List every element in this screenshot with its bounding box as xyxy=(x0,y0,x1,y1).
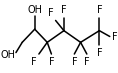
Text: F: F xyxy=(84,57,90,67)
Text: F: F xyxy=(31,57,37,67)
Text: F: F xyxy=(49,57,54,67)
Text: F: F xyxy=(112,32,118,41)
Text: F: F xyxy=(61,5,67,15)
Text: F: F xyxy=(97,5,102,15)
Text: F: F xyxy=(97,48,102,58)
Text: OH: OH xyxy=(0,50,15,60)
Text: OH: OH xyxy=(27,5,42,15)
Text: F: F xyxy=(48,8,53,18)
Text: F: F xyxy=(72,57,77,67)
